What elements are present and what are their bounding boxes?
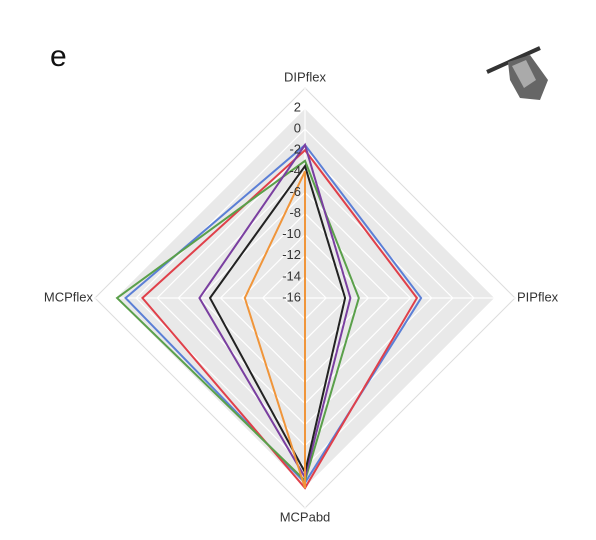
r-tick-label: -8 bbox=[289, 205, 301, 220]
r-tick-label: -10 bbox=[282, 226, 301, 241]
r-tick-label: -2 bbox=[289, 142, 301, 157]
axis-label: MCPflex bbox=[44, 289, 94, 304]
panel-label: e bbox=[50, 40, 67, 73]
hand-icon bbox=[487, 48, 548, 100]
axis-label: PIPflex bbox=[517, 289, 559, 304]
r-tick-label: -16 bbox=[282, 289, 301, 304]
axis-label: DIPflex bbox=[284, 69, 326, 84]
r-tick-label: -4 bbox=[289, 163, 301, 178]
r-tick-label: -12 bbox=[282, 247, 301, 262]
r-tick-label: -14 bbox=[282, 268, 301, 283]
axis-label: MCPabd bbox=[280, 509, 331, 524]
r-tick-label: -6 bbox=[289, 184, 301, 199]
r-tick-label: 2 bbox=[294, 99, 301, 114]
chart: e 2 0 -2 -4 -6 -8 -10 -12 -14 -16 DIPflex PIPflex MC… bbox=[0, 0, 596, 540]
r-tick-label: 0 bbox=[294, 121, 301, 136]
